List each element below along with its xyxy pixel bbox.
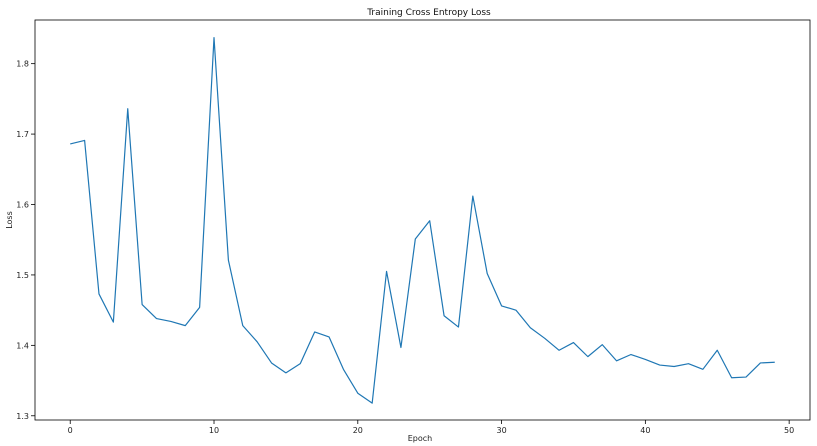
y-tick-label: 1.5 <box>16 271 29 280</box>
plot-frame <box>34 19 811 421</box>
x-tick-label: 10 <box>209 426 219 435</box>
x-axis-label: Epoch <box>408 434 433 443</box>
y-axis-label: Loss <box>5 211 14 229</box>
loss-series-line <box>70 37 775 404</box>
y-tick-label: 1.4 <box>16 341 29 350</box>
y-axis: 1.3 1.4 1.5 1.6 1.7 1.8 <box>16 60 35 421</box>
y-tick-label: 1.7 <box>16 130 29 139</box>
x-tick-label: 40 <box>640 426 650 435</box>
x-tick-label: 30 <box>496 426 506 435</box>
y-tick-label: 1.3 <box>16 412 29 421</box>
chart-title: Training Cross Entropy Loss <box>366 8 491 18</box>
y-tick-label: 1.6 <box>16 201 29 210</box>
x-tick-label: 0 <box>68 426 73 435</box>
x-tick-label: 50 <box>784 426 794 435</box>
x-axis: 0 10 20 30 40 50 <box>68 420 794 435</box>
x-tick-label: 20 <box>353 426 363 435</box>
y-tick-label: 1.8 <box>16 60 29 69</box>
